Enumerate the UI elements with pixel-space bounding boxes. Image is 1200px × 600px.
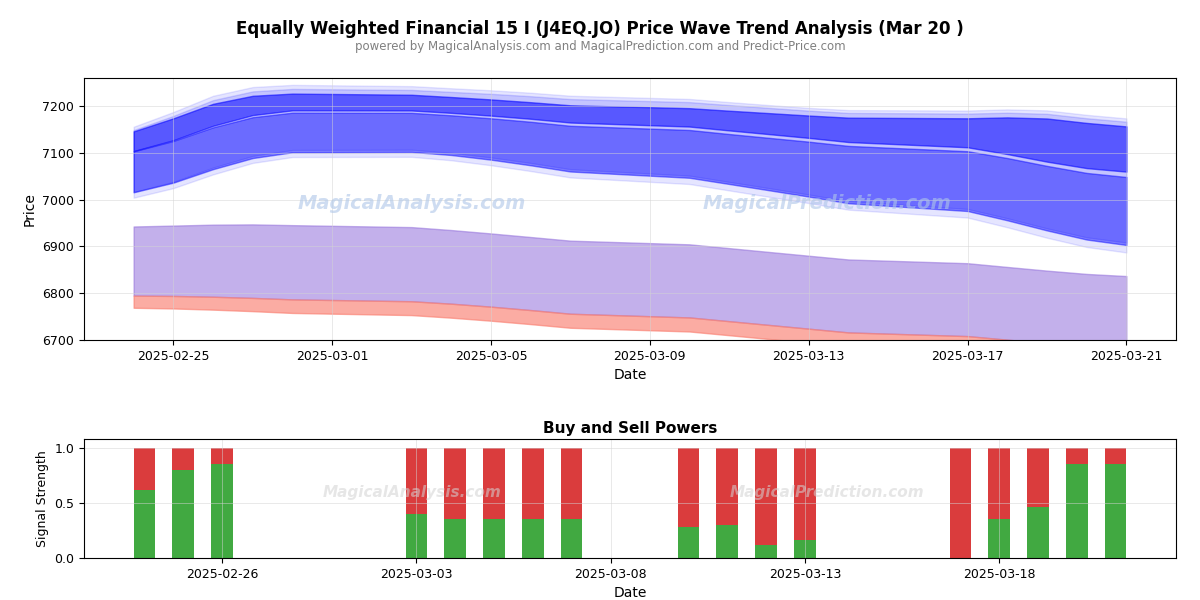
Bar (989, 520, 1010, 558)
Bar (484, 448, 505, 520)
Title: Buy and Sell Powers: Buy and Sell Powers (542, 421, 718, 436)
Bar (484, 520, 505, 558)
Bar (716, 448, 738, 525)
Y-axis label: Price: Price (23, 192, 37, 226)
Bar (1027, 448, 1049, 507)
Bar (133, 490, 155, 558)
Bar (755, 448, 776, 545)
Bar (794, 541, 816, 558)
Bar (406, 514, 427, 558)
Bar (755, 545, 776, 558)
Bar (522, 520, 544, 558)
Bar (1105, 464, 1127, 558)
Text: MagicalPrediction.com: MagicalPrediction.com (702, 194, 950, 213)
Bar (1027, 507, 1049, 558)
Bar (794, 448, 816, 541)
X-axis label: Date: Date (613, 586, 647, 600)
Text: MagicalAnalysis.com: MagicalAnalysis.com (323, 485, 500, 500)
Bar (1066, 448, 1087, 464)
Bar (444, 448, 466, 520)
Bar (716, 525, 738, 558)
Bar (989, 448, 1010, 520)
Bar (133, 448, 155, 490)
Bar (562, 520, 582, 558)
Bar (173, 470, 194, 558)
Bar (1105, 448, 1127, 464)
Y-axis label: Signal Strength: Signal Strength (36, 450, 49, 547)
Text: Equally Weighted Financial 15 I (J4EQ.JO) Price Wave Trend Analysis (Mar 20 ): Equally Weighted Financial 15 I (J4EQ.JO… (236, 20, 964, 38)
Bar (522, 448, 544, 520)
Bar (444, 520, 466, 558)
Bar (406, 448, 427, 514)
Text: MagicalAnalysis.com: MagicalAnalysis.com (298, 194, 526, 213)
Bar (173, 448, 194, 470)
Bar (211, 464, 233, 558)
Text: powered by MagicalAnalysis.com and MagicalPrediction.com and Predict-Price.com: powered by MagicalAnalysis.com and Magic… (355, 40, 845, 53)
Bar (211, 448, 233, 464)
X-axis label: Date: Date (613, 368, 647, 382)
Text: MagicalPrediction.com: MagicalPrediction.com (730, 485, 924, 500)
Bar (949, 448, 971, 558)
Bar (1066, 464, 1087, 558)
Bar (678, 527, 698, 558)
Bar (562, 448, 582, 520)
Bar (678, 448, 698, 527)
